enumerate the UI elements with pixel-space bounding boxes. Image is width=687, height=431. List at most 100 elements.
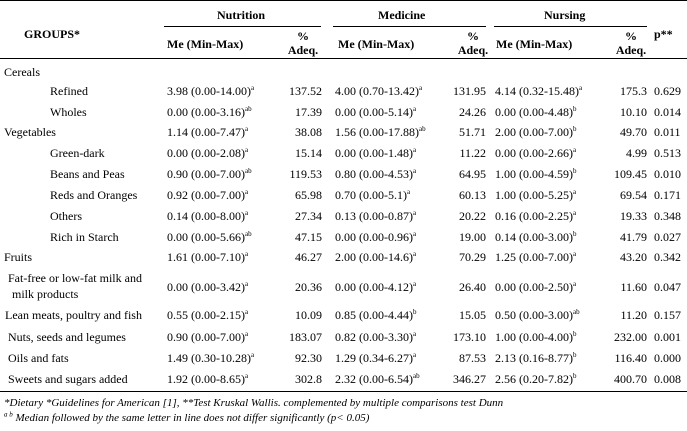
adequacy-cell: 43.20: [620, 250, 647, 264]
adequacy-cell: 119.53: [289, 167, 322, 181]
median-range-cell: 0.13 (0.00-0.87)a: [335, 209, 417, 223]
adequacy-cell: 20.36: [295, 280, 322, 294]
median-range-cell: 0.00 (0.00-3.16)ab: [167, 105, 252, 119]
p-value-cell: 0.342: [654, 250, 681, 264]
medicine-header: Medicine: [378, 8, 426, 22]
p-value-cell: 0.027: [654, 230, 681, 244]
nutrition-header-rule: [164, 26, 321, 27]
adequacy-cell: 70.29: [459, 250, 486, 264]
median-range-cell: 1.14 (0.00-7.47)a: [167, 125, 249, 139]
median-range-cell: 1.61 (0.00-7.10)a: [167, 250, 249, 264]
adequacy-cell: 26.40: [459, 280, 486, 294]
p-value-cell: 0.629: [654, 84, 681, 98]
row-label: Fat-free or low-fat milk and: [8, 271, 142, 285]
median-range-cell: 3.98 (0.00-14.00)a: [167, 84, 255, 98]
header-bottom-rule: [0, 58, 687, 59]
median-range-cell: 1.00 (0.00-4.59)b: [495, 167, 577, 181]
median-range-cell: 0.55 (0.00-2.15)a: [167, 308, 249, 322]
p-value-cell: 0.047: [654, 280, 681, 294]
medicine-header-rule: [333, 26, 486, 27]
row-label: Cereals: [4, 65, 40, 79]
adequacy-cell: 20.22: [459, 209, 486, 223]
adequacy-cell: 49.70: [620, 125, 647, 139]
nursing-header-rule: [494, 26, 647, 27]
adequacy-cell: 24.26: [459, 105, 486, 119]
adequacy-cell: 65.98: [295, 188, 322, 202]
row-label: Lean meats, poultry and fish: [5, 308, 142, 322]
table-bottom-rule: [0, 391, 687, 392]
adequacy-cell: 87.53: [459, 351, 486, 365]
adequacy-cell: 183.07: [289, 330, 322, 344]
nursing-me-header: Me (Min-Max): [496, 37, 573, 51]
median-range-cell: 0.00 (0.00-2.08)a: [167, 146, 249, 160]
row-label: Reds and Oranges: [50, 188, 138, 202]
median-range-cell: 0.70 (0.00-5.1)a: [335, 188, 411, 202]
median-range-cell: 0.00 (0.00-5.66)ab: [167, 230, 252, 244]
adequacy-cell: 19.33: [620, 209, 647, 223]
p-value-cell: 0.008: [654, 372, 681, 386]
nutrition-adeq-header: % Adeq.: [287, 29, 319, 57]
median-range-cell: 0.00 (0.00-1.48)a: [335, 146, 417, 160]
median-range-cell: 2.13 (0.16-8.77)b: [495, 351, 577, 365]
median-range-cell: 0.16 (0.00-2.25)a: [495, 209, 577, 223]
median-range-cell: 2.00 (0.00-14.6)a: [335, 250, 417, 264]
median-range-cell: 4.14 (0.32-15.48)a: [495, 84, 583, 98]
median-range-cell: 4.00 (0.70-13.42)a: [335, 84, 423, 98]
nutrition-me-header: Me (Min-Max): [167, 37, 244, 51]
median-range-cell: 0.92 (0.00-7.00)a: [167, 188, 249, 202]
adequacy-cell: 173.10: [453, 330, 486, 344]
median-range-cell: 0.85 (0.00-4.44)b: [335, 308, 417, 322]
row-label: Rich in Starch: [50, 230, 119, 244]
p-value-cell: 0.513: [654, 146, 681, 160]
p-value-cell: 0.011: [654, 125, 681, 139]
adequacy-cell: 302.8: [295, 372, 322, 386]
adequacy-cell: 10.10: [620, 105, 647, 119]
row-label: Sweets and sugars added: [8, 372, 128, 386]
p-value-cell: 0.014: [654, 105, 681, 119]
adequacy-cell: 400.70: [614, 372, 647, 386]
adequacy-cell: 4.99: [626, 146, 647, 160]
adequacy-cell: 131.95: [453, 84, 486, 98]
median-range-cell: 0.82 (0.00-3.30)a: [335, 330, 417, 344]
median-range-cell: 0.00 (0.00-2.50)a: [495, 280, 577, 294]
median-range-cell: 0.00 (0.00-5.14)a: [335, 105, 417, 119]
median-range-cell: 2.00 (0.00-7.00)b: [495, 125, 577, 139]
adequacy-cell: 19.00: [459, 230, 486, 244]
median-range-cell: 0.80 (0.00-4.53)a: [335, 167, 417, 181]
median-range-cell: 0.90 (0.00-7.00)ab: [167, 167, 252, 181]
row-label: Others: [50, 209, 82, 223]
adequacy-cell: 17.39: [295, 105, 322, 119]
median-range-cell: 0.00 (0.00-0.96)a: [335, 230, 417, 244]
adequacy-cell: 232.00: [614, 330, 647, 344]
row-label: Vegetables: [4, 125, 56, 139]
median-range-cell: 0.90 (0.00-7.00)a: [167, 330, 249, 344]
row-label: Green-dark: [50, 146, 105, 160]
adequacy-cell: 38.08: [295, 125, 322, 139]
groups-header: GROUPS*: [24, 27, 81, 41]
median-range-cell: 0.00 (0.00-4.48)b: [495, 105, 577, 119]
nutrition-header: Nutrition: [217, 8, 265, 22]
median-range-cell: 0.00 (0.00-3.42)a: [167, 280, 249, 294]
median-range-cell: 1.56 (0.00-17.88)ab: [335, 125, 426, 139]
adequacy-cell: 46.27: [295, 250, 322, 264]
adequacy-cell: 11.22: [459, 146, 486, 160]
medicine-adeq-header: % Adeq.: [457, 29, 489, 57]
median-range-cell: 0.00 (0.00-2.66)a: [495, 146, 577, 160]
adequacy-cell: 346.27: [453, 372, 486, 386]
row-label: Oils and fats: [8, 351, 69, 365]
adequacy-cell: 69.54: [620, 188, 647, 202]
footnote-2: a b Median followed by the same letter i…: [4, 410, 370, 424]
row-label: Fruits: [4, 250, 33, 264]
p-value-cell: 0.171: [654, 188, 681, 202]
adequacy-cell: 11.60: [620, 280, 647, 294]
adequacy-cell: 175.3: [620, 84, 647, 98]
adequacy-cell: 11.20: [620, 308, 647, 322]
adequacy-cell: 60.13: [459, 188, 486, 202]
median-range-cell: 1.25 (0.00-7.00)a: [495, 250, 577, 264]
nursing-adeq-header: % Adeq.: [615, 29, 647, 57]
median-range-cell: 0.50 (0.00-3.00)ab: [495, 308, 580, 322]
adequacy-cell: 109.45: [614, 167, 647, 181]
p-value-cell: 0.348: [654, 209, 681, 223]
adequacy-cell: 137.52: [289, 84, 322, 98]
